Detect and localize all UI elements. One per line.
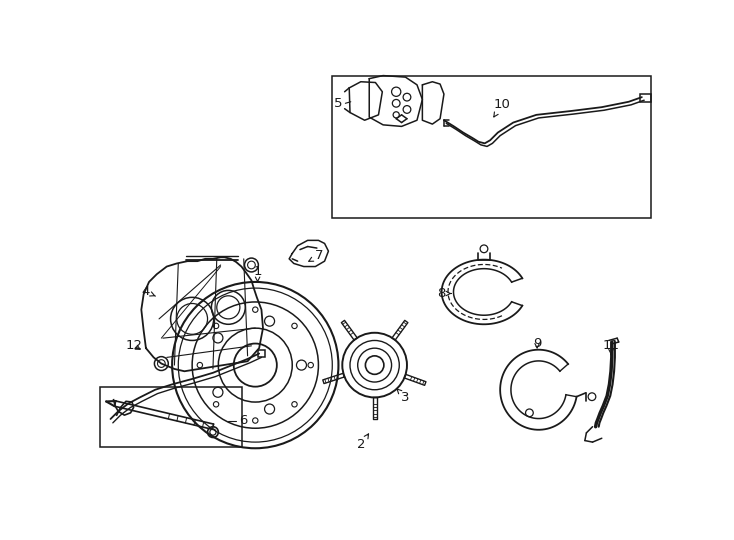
- Text: 11: 11: [603, 339, 619, 354]
- Text: 12: 12: [125, 339, 142, 353]
- Text: 4: 4: [142, 286, 156, 299]
- Bar: [640, 94, 651, 102]
- Bar: [100, 387, 242, 447]
- Text: 6: 6: [239, 414, 247, 427]
- Text: 5: 5: [334, 97, 343, 110]
- Text: 7: 7: [309, 249, 324, 262]
- Text: 8: 8: [437, 287, 451, 300]
- Text: 10: 10: [493, 98, 510, 117]
- Text: 3: 3: [396, 388, 410, 404]
- Text: 1: 1: [253, 265, 262, 281]
- Text: 2: 2: [357, 434, 368, 451]
- Text: 9: 9: [533, 337, 541, 350]
- Bar: [333, 76, 651, 218]
- Bar: [258, 350, 265, 356]
